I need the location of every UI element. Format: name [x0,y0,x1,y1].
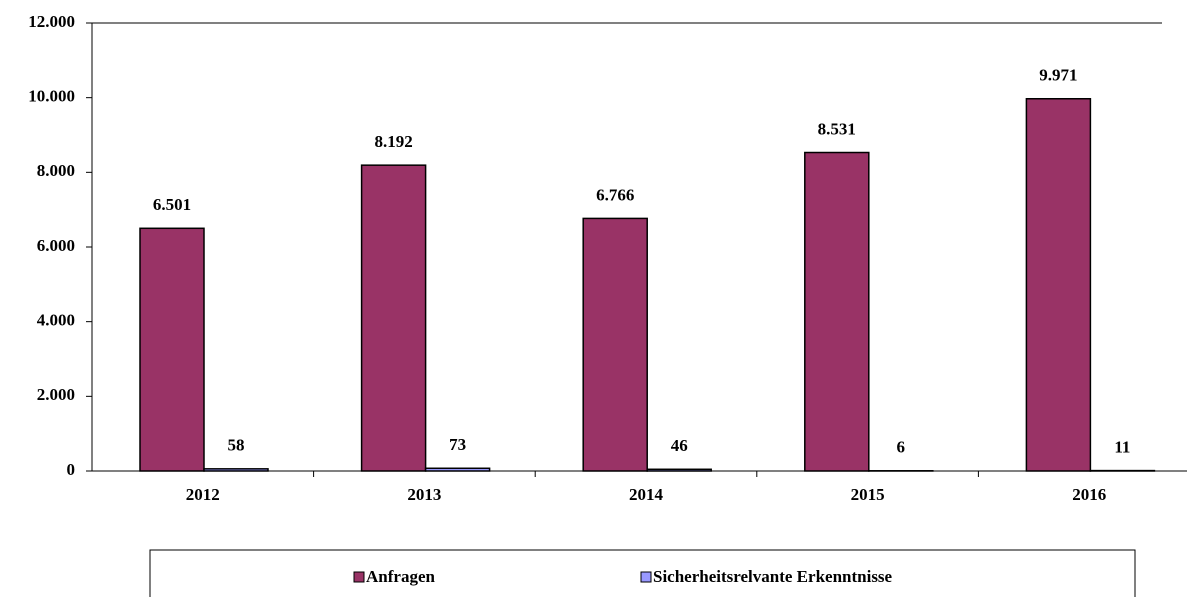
value-label: 6.766 [596,185,634,204]
bar [139,227,205,472]
legend-label: Sicherheitsrelvante Erkenntnisse [653,567,893,586]
x-tick-label: 2016 [1072,485,1106,504]
value-label: 8.531 [818,119,856,138]
value-label: 58 [228,436,245,455]
legend-swatch [353,571,365,583]
y-tick-label: 6.000 [37,236,75,255]
y-tick-label: 10.000 [28,87,75,106]
legend-label: Anfragen [366,567,435,586]
value-label: 73 [449,435,466,454]
bar [646,468,712,472]
y-tick-label: 4.000 [37,311,75,330]
x-tick-label: 2014 [629,485,664,504]
x-tick-label: 2015 [851,485,885,504]
bar [804,151,870,472]
x-tick-label: 2012 [186,485,220,504]
y-tick-label: 12.000 [28,12,75,31]
y-tick-label: 0 [67,460,76,479]
value-label: 46 [671,436,688,455]
bar [1025,97,1092,472]
bar [582,217,648,472]
y-tick-label: 2.000 [37,385,75,404]
y-tick-label: 8.000 [37,161,75,180]
value-label: 6 [897,438,906,457]
bar [424,467,491,472]
value-label: 9.971 [1039,66,1077,85]
value-label: 11 [1114,437,1130,456]
value-label: 8.192 [374,132,412,151]
bar [203,468,269,472]
legend-swatch [640,571,652,583]
value-label: 6.501 [153,195,191,214]
x-tick-label: 2013 [407,485,441,504]
bar [360,164,427,472]
